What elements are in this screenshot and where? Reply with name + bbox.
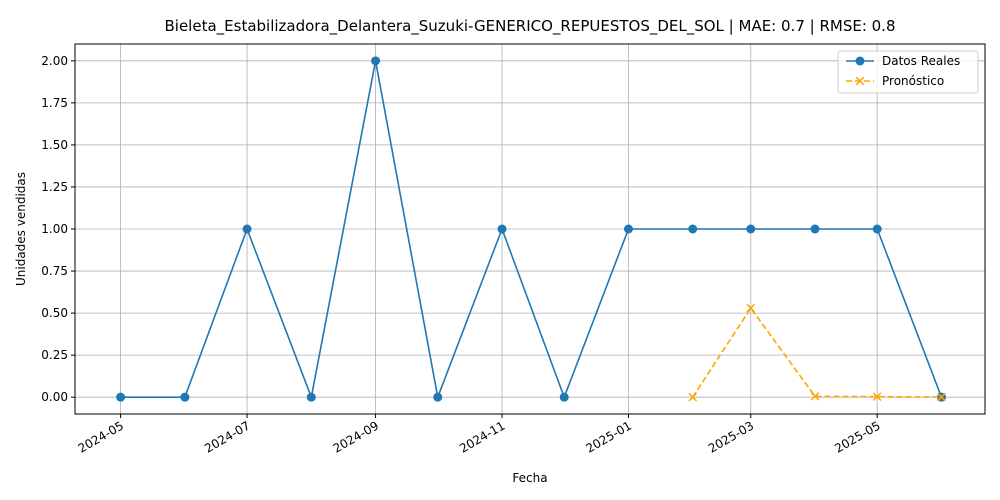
x-tick-label: 2024-11: [457, 418, 507, 455]
data-point: [371, 56, 381, 66]
data-point: [433, 392, 443, 402]
data-point: [746, 224, 756, 234]
data-point: [872, 224, 882, 234]
legend-marker: [855, 56, 865, 66]
y-tick-label: 1.25: [41, 180, 68, 194]
data-point: [810, 392, 820, 401]
legend-marker: [855, 76, 865, 86]
data-point: [872, 392, 882, 402]
series-1: [688, 303, 946, 402]
y-axis-label: Unidades vendidas: [14, 172, 28, 286]
y-tick-label: 1.50: [41, 138, 68, 152]
data-point: [242, 224, 252, 234]
x-tick-label: 2025-01: [584, 418, 634, 455]
x-tick-label: 2024-05: [76, 418, 126, 455]
x-tick-label: 2024-07: [202, 418, 252, 455]
x-axis-label: Fecha: [512, 471, 547, 485]
y-tick-label: 0.00: [41, 390, 68, 404]
data-point: [180, 392, 190, 402]
data-point: [810, 224, 820, 234]
data-point: [746, 303, 756, 313]
legend-item: Datos Reales: [846, 54, 960, 68]
data-point: [623, 224, 633, 234]
data-point: [688, 392, 698, 402]
data-point: [688, 224, 698, 234]
y-tick-label: 0.75: [41, 264, 68, 278]
legend-item: Pronóstico: [846, 74, 944, 88]
x-tick-label: 2024-09: [331, 418, 381, 455]
data-point: [116, 392, 126, 402]
chart-title: Bieleta_Estabilizadora_Delantera_Suzuki-…: [165, 17, 896, 36]
legend: Datos Reales Pronóstico: [837, 50, 979, 94]
series-layer: [116, 56, 946, 402]
grid: [75, 44, 985, 414]
y-tick-label: 1.75: [41, 96, 68, 110]
legend-label: Pronóstico: [882, 74, 944, 88]
x-tick-label: 2025-03: [706, 418, 756, 455]
data-point: [937, 392, 946, 402]
y-tick-label: 2.00: [41, 54, 68, 68]
x-tick-label: 2025-05: [832, 418, 882, 455]
series-line: [692, 306, 942, 398]
y-tick-label: 0.25: [41, 348, 68, 362]
ticks: 2024-05 2024-07 2024-09 2024-11 2025-01 2025-…: [41, 54, 882, 456]
legend-label: Datos Reales: [882, 54, 960, 68]
data-point: [306, 392, 316, 402]
y-tick-label: 0.50: [41, 306, 68, 320]
y-tick-label: 1.00: [41, 222, 68, 236]
data-point: [559, 392, 569, 402]
data-point: [497, 224, 507, 234]
series-line: [120, 60, 943, 401]
